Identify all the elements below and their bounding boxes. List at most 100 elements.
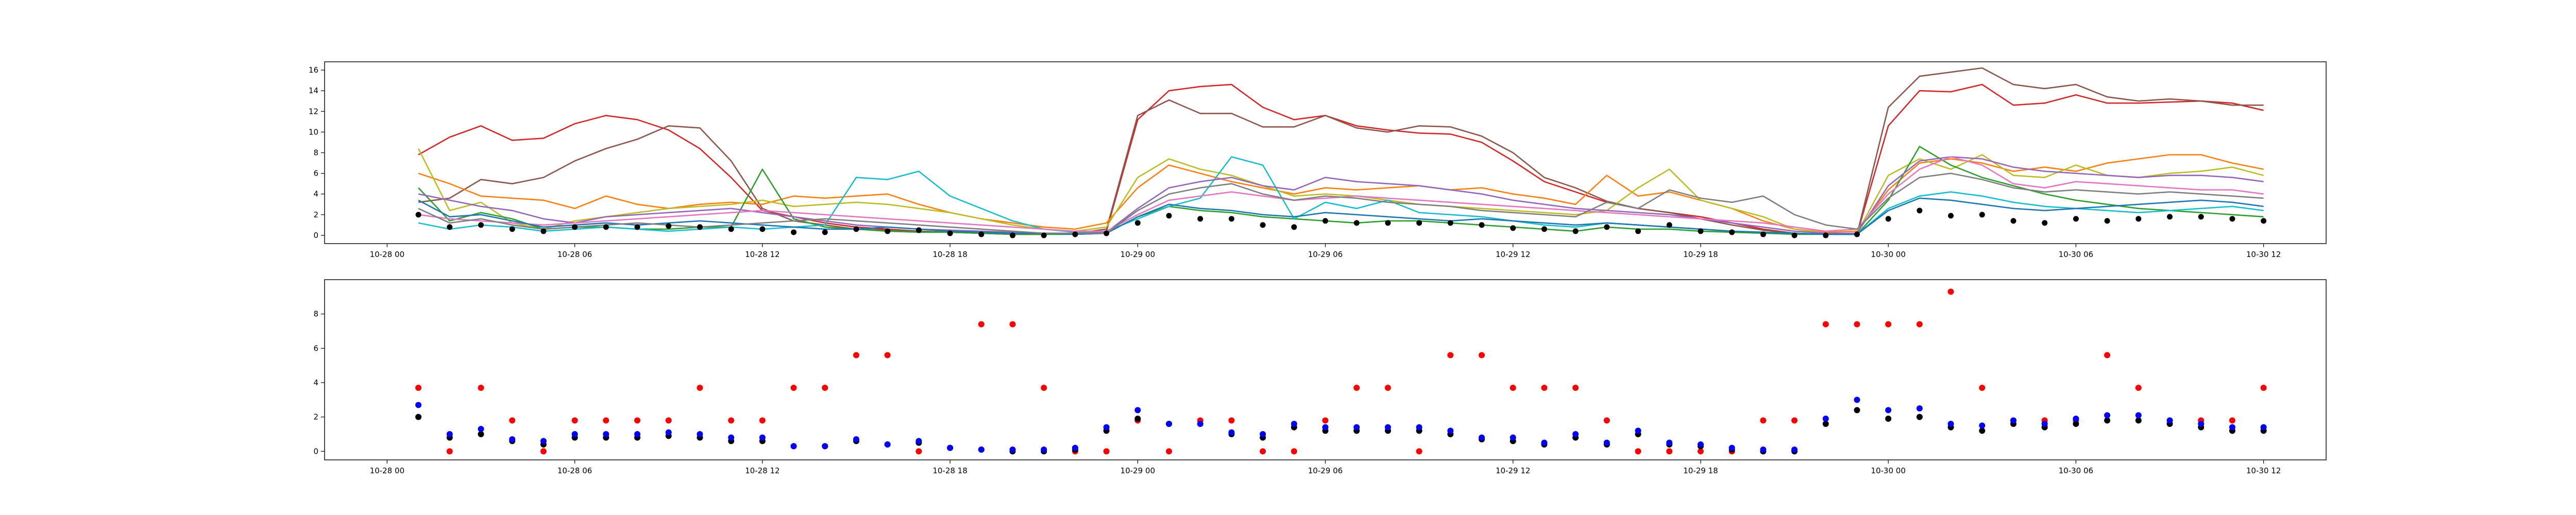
marker-point — [2104, 218, 2110, 224]
scatter-point-series-3 — [509, 436, 516, 442]
scatter-point-series-1 — [1447, 352, 1454, 358]
scatter-point-series-1 — [1165, 448, 1172, 455]
scatter-point-series-3 — [1697, 441, 1704, 448]
scatter-point-series-1 — [509, 417, 516, 424]
scatter-point-series-3 — [1447, 427, 1454, 434]
scatter-point-series-3 — [540, 438, 547, 444]
x-tick-label: 10-29 06 — [1308, 250, 1343, 259]
series-line-3 — [418, 154, 2264, 233]
y-tick-label: 4 — [313, 378, 318, 387]
x-tick-label: 10-29 18 — [1683, 466, 1718, 475]
scatter-point-series-2 — [415, 414, 422, 420]
scatter-point-series-3 — [2010, 417, 2016, 424]
marker-point — [1323, 218, 1328, 224]
y-tick-label: 0 — [313, 447, 318, 456]
marker-point — [1917, 208, 1923, 214]
y-tick-label: 2 — [313, 413, 318, 422]
scatter-point-series-3 — [1165, 421, 1172, 427]
marker-point — [728, 226, 734, 232]
marker-point — [978, 231, 985, 237]
marker-point — [1291, 224, 1297, 230]
scatter-point-series-3 — [1260, 431, 1266, 437]
scatter-point-series-2 — [478, 431, 484, 437]
scatter-point-series-1 — [1416, 448, 1422, 455]
scatter-point-series-2 — [1822, 421, 1829, 427]
marker-point — [1854, 231, 1860, 237]
scatter-point-series-3 — [1353, 424, 1360, 431]
scatter-point-series-3 — [1479, 434, 1485, 441]
scatter-point-series-1 — [1541, 385, 1548, 391]
scatter-point-series-3 — [2260, 424, 2267, 431]
marker-point — [2166, 214, 2173, 220]
marker-point — [853, 226, 859, 232]
scatter-point-series-1 — [1760, 417, 1767, 424]
marker-point — [1416, 220, 1422, 226]
scatter-point-series-3 — [1885, 407, 1892, 414]
scatter-point-series-1 — [1291, 448, 1297, 455]
scatter-point-series-3 — [916, 438, 922, 444]
scatter-point-series-1 — [1103, 448, 1110, 455]
scatter-point-series-3 — [2198, 421, 2205, 427]
x-tick-label: 10-28 00 — [370, 250, 404, 259]
marker-point — [1666, 222, 1672, 228]
scatter-point-series-1 — [1791, 417, 1798, 424]
marker-point — [916, 227, 922, 233]
marker-point — [1760, 231, 1766, 237]
marker-point — [2010, 218, 2016, 224]
scatter-point-series-1 — [665, 417, 672, 424]
x-tick-label: 10-28 18 — [933, 250, 967, 259]
scatter-point-series-3 — [2135, 412, 2142, 419]
scatter-point-series-1 — [540, 448, 547, 455]
marker-point — [478, 222, 484, 228]
marker-point — [1353, 220, 1360, 226]
scatter-point-series-1 — [1353, 385, 1360, 391]
marker-point — [1572, 228, 1579, 234]
marker-point — [572, 224, 578, 230]
marker-point — [1479, 222, 1485, 228]
marker-point — [1823, 232, 1829, 238]
scatter-point-series-3 — [822, 443, 828, 450]
marker-point — [1447, 220, 1453, 226]
scatter-point-series-1 — [822, 385, 828, 391]
scatter-point-series-3 — [1134, 407, 1141, 414]
marker-point — [1698, 228, 1704, 234]
marker-point — [697, 224, 703, 230]
scatter-point-series-3 — [2229, 424, 2235, 431]
scatter-point-series-1 — [634, 417, 641, 424]
scatter-point-series-3 — [947, 444, 954, 451]
marker-point — [666, 223, 672, 229]
x-tick-label: 10-29 00 — [1121, 466, 1155, 475]
scatter-point-series-1 — [697, 385, 703, 391]
marker-point — [1260, 222, 1266, 228]
y-tick-label: 8 — [313, 310, 318, 319]
marker-point — [1166, 213, 1172, 219]
scatter-point-series-1 — [1510, 385, 1516, 391]
scatter-point-series-3 — [634, 431, 641, 437]
x-tick-label: 10-30 06 — [2059, 250, 2093, 259]
scatter-point-series-1 — [1572, 385, 1579, 391]
scatter-point-series-3 — [1510, 434, 1516, 441]
x-tick-label: 10-30 00 — [1871, 250, 1905, 259]
marker-point — [509, 226, 515, 232]
y-tick-label: 14 — [309, 86, 318, 95]
marker-point — [1510, 225, 1516, 231]
scatter-point-series-3 — [790, 443, 797, 450]
scatter-point-series-3 — [2104, 412, 2111, 419]
y-tick-label: 8 — [313, 148, 318, 158]
scatter-point-series-3 — [1197, 421, 1204, 427]
series-line-10 — [418, 173, 2264, 234]
scatter-point-series-1 — [728, 417, 735, 424]
scatter-point-series-1 — [1041, 385, 1047, 391]
scatter-point-series-3 — [1322, 424, 1329, 431]
scatter-point-series-1 — [1916, 321, 1923, 328]
scatter-point-series-1 — [478, 385, 484, 391]
scatter-point-series-1 — [1979, 385, 1986, 391]
x-tick-label: 10-28 12 — [745, 250, 779, 259]
scatter-point-series-2 — [1916, 414, 1923, 420]
scatter-point-series-3 — [884, 441, 891, 448]
x-tick-label: 10-29 06 — [1308, 466, 1343, 475]
scatter-point-series-3 — [415, 402, 422, 408]
scatter-point-series-3 — [759, 434, 766, 441]
